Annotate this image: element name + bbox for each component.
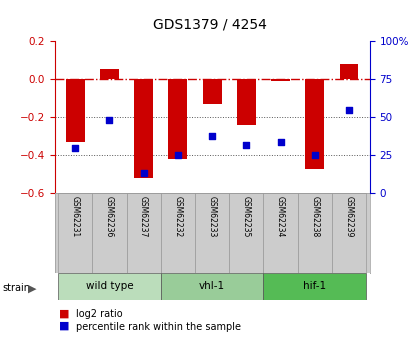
Point [140,171,147,176]
Point [106,118,113,123]
Text: GSM62233: GSM62233 [207,196,217,237]
Bar [126,193,161,273]
Bar [305,79,324,168]
Bar [229,193,263,273]
Bar [340,64,359,79]
Text: log2 ratio: log2 ratio [76,309,122,319]
Bar [58,273,161,300]
Bar [271,79,290,81]
Bar [66,79,84,142]
Bar [263,273,366,300]
Bar [168,79,187,159]
Bar [203,79,221,104]
Bar [237,79,256,125]
Text: GSM62234: GSM62234 [276,196,285,237]
Point [312,152,318,158]
Point [72,145,79,150]
Text: hif-1: hif-1 [303,282,326,291]
Bar [161,193,195,273]
Text: GSM62235: GSM62235 [242,196,251,237]
Bar [195,193,229,273]
Text: wild type: wild type [86,282,133,291]
Text: ▶: ▶ [28,284,36,294]
Text: percentile rank within the sample: percentile rank within the sample [76,322,241,332]
Text: strain: strain [2,283,30,293]
Bar [263,193,298,273]
Point [243,142,250,147]
Bar [58,193,92,273]
Point [277,139,284,144]
Text: ■: ■ [59,308,69,318]
Point [346,107,352,112]
Bar [134,79,153,178]
Text: ■: ■ [59,321,69,331]
Text: vhl-1: vhl-1 [199,282,225,291]
Text: GSM62237: GSM62237 [139,196,148,237]
Bar [92,193,126,273]
Bar [332,193,366,273]
Text: GSM62236: GSM62236 [105,196,114,237]
Text: GSM62231: GSM62231 [71,196,80,237]
Bar [100,69,119,79]
Text: GSM62238: GSM62238 [310,196,319,237]
Text: GSM62232: GSM62232 [173,196,182,237]
Bar [298,193,332,273]
Point [209,133,215,138]
Bar [161,273,263,300]
Point [174,152,181,158]
Text: GDS1379 / 4254: GDS1379 / 4254 [153,17,267,31]
Text: GSM62239: GSM62239 [344,196,354,237]
